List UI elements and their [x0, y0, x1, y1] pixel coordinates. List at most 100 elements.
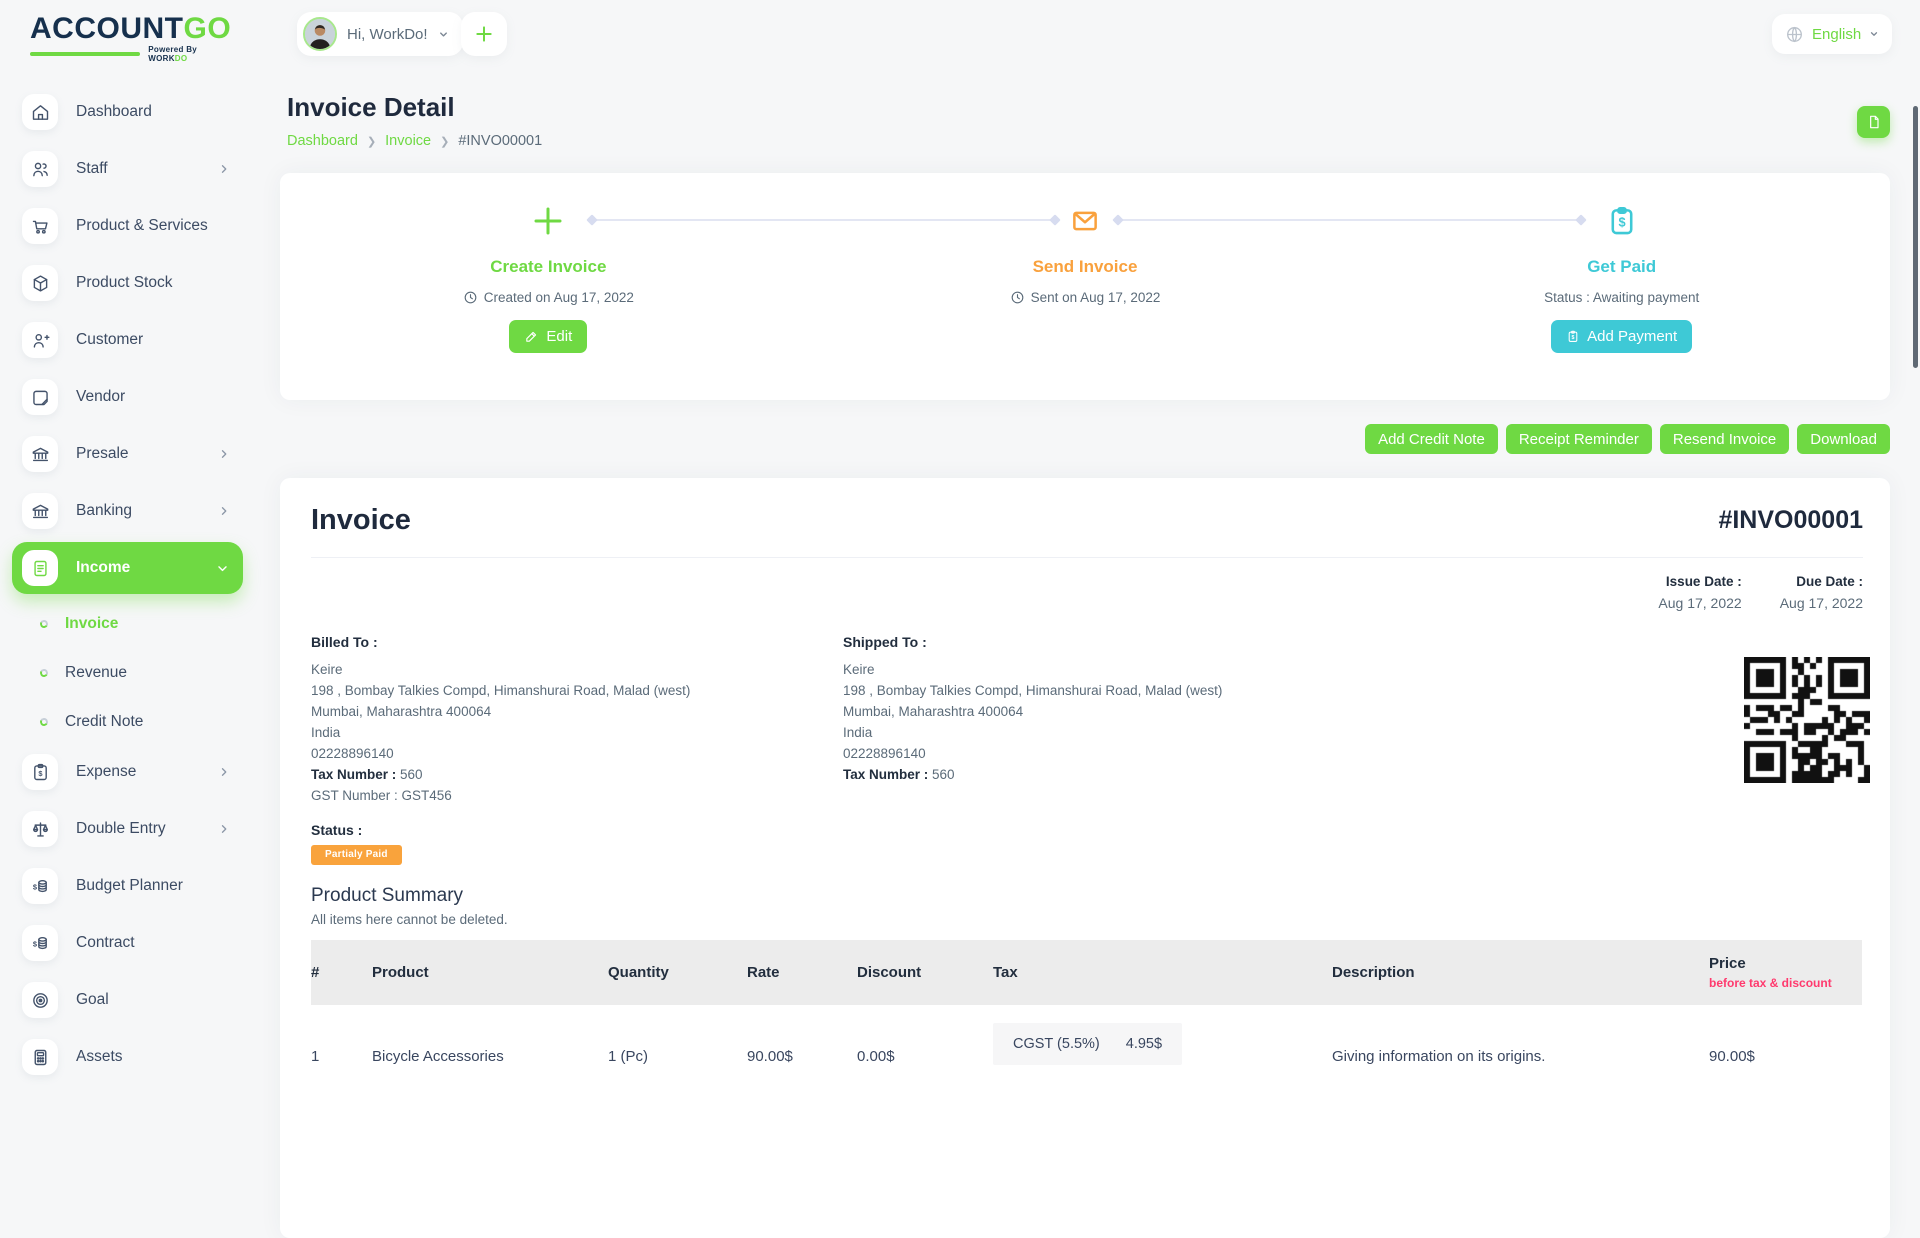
invoice-card: Invoice #INVO00001 Issue Date : Aug 17, … — [280, 478, 1890, 1238]
table-row: 1 Bicycle Accessories 1 (Pc) 90.00$ 0.00… — [311, 1005, 1862, 1069]
sidebar-item-assets[interactable]: Assets — [0, 1031, 272, 1083]
chevron-right-icon: ❯ — [440, 135, 449, 148]
sidebar-subitem-credit-note[interactable]: Credit Note — [0, 697, 272, 746]
price-note: before tax & discount — [1709, 976, 1862, 990]
resend-invoice-button[interactable]: Resend Invoice — [1660, 424, 1789, 454]
svg-text:$: $ — [32, 939, 37, 948]
page-title: Invoice Detail — [287, 92, 542, 123]
invoice-actions: Add Credit Note Receipt Reminder Resend In… — [1365, 424, 1890, 454]
topbar: ACCOUNTGO Powered By WORKDO Hi, WorkDo! … — [0, 0, 1920, 70]
sidebar-item-product-services[interactable]: Product & Services — [0, 200, 272, 252]
product-summary-title: Product Summary — [311, 885, 1863, 907]
avatar — [303, 17, 337, 51]
chevron-right-icon — [218, 505, 230, 517]
sidebar-item-label: Staff — [76, 160, 108, 178]
step-title: Send Invoice — [817, 257, 1354, 277]
sidebar-item-dashboard[interactable]: Dashboard — [0, 86, 272, 138]
user-menu[interactable]: Hi, WorkDo! — [297, 12, 463, 56]
col-product: Product — [372, 940, 608, 1005]
powered-by-label: Powered By WORKDO — [148, 45, 230, 63]
vendor-card-icon — [22, 379, 58, 415]
clipboard-dollar-icon: $ — [22, 754, 58, 790]
breadcrumb: Dashboard ❯ Invoice ❯ #INVO00001 — [287, 133, 542, 149]
invoice-icon — [22, 550, 58, 586]
sidebar-item-double-entry[interactable]: Double Entry — [0, 803, 272, 855]
clock-icon — [1010, 290, 1025, 305]
col-tax: Tax — [993, 940, 1332, 1005]
language-selector[interactable]: English — [1772, 14, 1892, 54]
clipboard-dollar-icon: $ — [1353, 201, 1890, 241]
coins-icon: $ — [22, 868, 58, 904]
sidebar-item-label: Product Stock — [76, 274, 173, 292]
coins-icon: $ — [22, 925, 58, 961]
language-label: English — [1812, 26, 1861, 43]
sidebar-item-presale[interactable]: Presale — [0, 428, 272, 480]
sidebar-item-vendor[interactable]: Vendor — [0, 371, 272, 423]
cart-icon — [22, 208, 58, 244]
add-credit-note-button[interactable]: Add Credit Note — [1365, 424, 1498, 454]
svg-text:$: $ — [1618, 215, 1625, 230]
qr-code — [1744, 657, 1870, 783]
sidebar-item-label: Assets — [76, 1048, 123, 1066]
home-icon — [22, 94, 58, 130]
invoice-progress-card: Create Invoice Created on Aug 17, 2022 E… — [280, 173, 1890, 400]
sidebar-item-label: Vendor — [76, 388, 125, 406]
sidebar-item-goal[interactable]: Goal — [0, 974, 272, 1026]
sidebar-item-banking[interactable]: Banking — [0, 485, 272, 537]
col-rate: Rate — [747, 940, 857, 1005]
receipt-reminder-button[interactable]: Receipt Reminder — [1506, 424, 1652, 454]
target-icon — [22, 982, 58, 1018]
add-button[interactable] — [461, 12, 507, 56]
divider — [311, 557, 1863, 558]
sidebar-subitem-label: Credit Note — [65, 713, 143, 731]
box-icon — [22, 265, 58, 301]
sidebar-subitem-invoice[interactable]: Invoice — [0, 599, 272, 648]
logo-underline — [30, 52, 140, 56]
step-title: Create Invoice — [280, 257, 817, 277]
col-description: Description — [1332, 940, 1709, 1005]
calculator-icon — [22, 1039, 58, 1075]
sidebar-item-label: Goal — [76, 991, 109, 1009]
status-badge: Partialy Paid — [311, 845, 402, 865]
sidebar-item-income[interactable]: Income — [12, 542, 243, 594]
sidebar-item-label: Contract — [76, 934, 135, 952]
sidebar-item-product-stock[interactable]: Product Stock — [0, 257, 272, 309]
due-date: Due Date : Aug 17, 2022 — [1780, 574, 1863, 611]
addresses: Billed To : Keire 198 , Bombay Talkies C… — [311, 634, 1863, 806]
sidebar-item-label: Customer — [76, 331, 143, 349]
bank-icon — [22, 436, 58, 472]
export-document-button[interactable] — [1857, 106, 1890, 138]
shipped-to-block: Shipped To : Keire 198 , Bombay Talkies … — [843, 634, 1375, 806]
scales-icon — [22, 811, 58, 847]
brand-name-2: GO — [184, 12, 232, 45]
sidebar-item-label: Income — [76, 559, 130, 577]
step-get-paid: $ Get Paid Status : Awaiting payment $ A… — [1353, 173, 1890, 400]
invoice-number: #INVO00001 — [1718, 506, 1863, 535]
sidebar-item-staff[interactable]: Staff — [0, 143, 272, 195]
invoice-heading: Invoice — [311, 504, 411, 537]
chevron-right-icon — [218, 823, 230, 835]
add-payment-button[interactable]: $ Add Payment — [1551, 320, 1692, 353]
step-info: Sent on Aug 17, 2022 — [817, 290, 1354, 305]
col-num: # — [311, 940, 372, 1005]
sidebar-subitem-label: Revenue — [65, 664, 127, 682]
sidebar-item-customer[interactable]: Customer — [0, 314, 272, 366]
status-block: Status : Partialy Paid — [311, 822, 1863, 865]
sidebar-item-budget-planner[interactable]: $Budget Planner — [0, 860, 272, 912]
brand-logo[interactable]: ACCOUNTGO Powered By WORKDO — [30, 14, 230, 63]
chevron-right-icon — [218, 766, 230, 778]
scrollbar-thumb[interactable] — [1913, 106, 1918, 368]
sidebar-subitem-revenue[interactable]: Revenue — [0, 648, 272, 697]
edit-invoice-button[interactable]: Edit — [509, 320, 587, 353]
breadcrumb-dashboard[interactable]: Dashboard — [287, 133, 358, 149]
download-button[interactable]: Download — [1797, 424, 1890, 454]
breadcrumb-invoice[interactable]: Invoice — [385, 133, 431, 149]
sidebar-item-contract[interactable]: $ Contract — [0, 917, 272, 969]
product-table: # Product Quantity Rate Discount Tax Des… — [311, 940, 1862, 1069]
sidebar-item-expense[interactable]: $Expense — [0, 746, 272, 798]
bullet-icon — [39, 717, 49, 727]
chevron-down-icon — [1869, 29, 1879, 39]
clipboard-icon: $ — [1566, 329, 1580, 344]
chevron-right-icon — [218, 163, 230, 175]
chevron-right-icon: ❯ — [367, 135, 376, 148]
